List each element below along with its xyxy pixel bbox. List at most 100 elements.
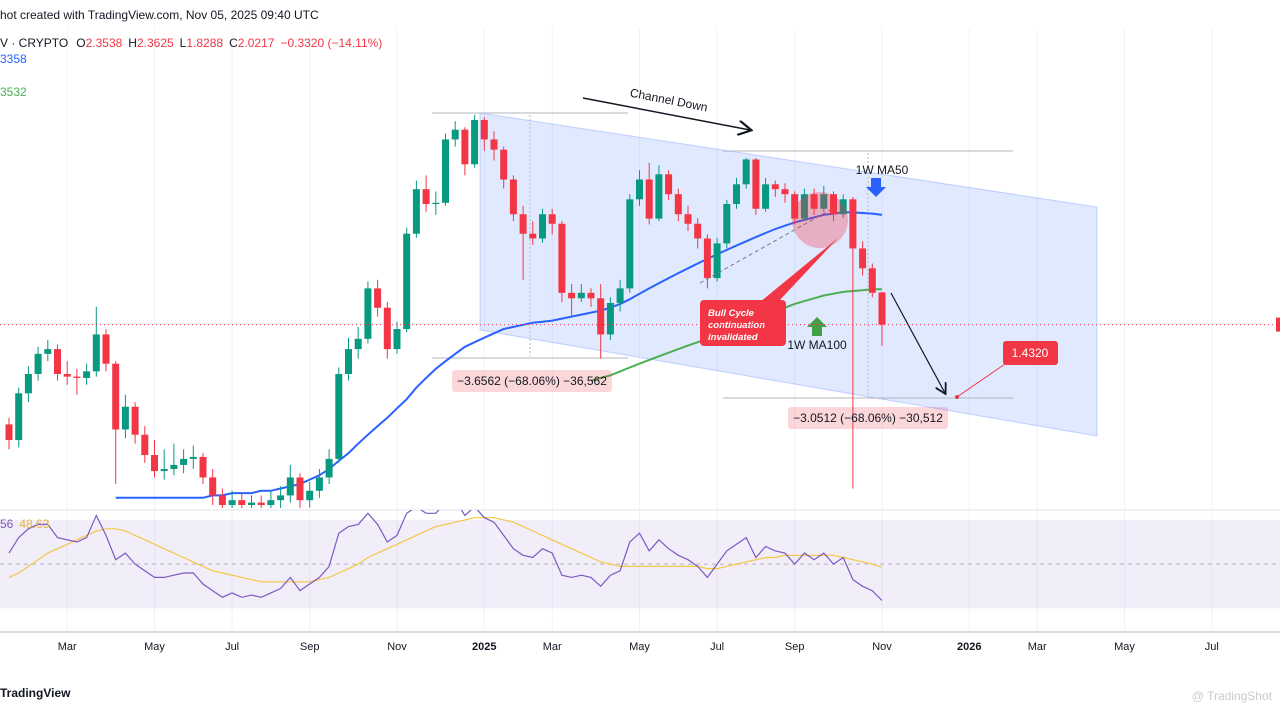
target-dot [955,395,959,399]
candle-body [859,248,867,269]
callout-box [700,300,786,346]
x-tick-label: May [144,641,165,653]
ohlc-key: L [180,36,187,50]
candle-body [539,214,546,239]
candle-body [44,349,52,354]
ma50-label: 1W MA50 [856,163,909,177]
candle-body [5,424,13,441]
candle-body [509,179,517,215]
channel-label: Channel Down [629,86,709,115]
candle-body [218,495,226,506]
candle-body [63,373,71,377]
candle-body [383,307,391,350]
candle-body [121,406,129,430]
candle-body [335,373,343,459]
candle-body [54,349,61,374]
candle-body [558,223,566,293]
x-tick-label: Mar [58,641,77,653]
x-tick-label: Mar [1028,641,1047,653]
ohlc-value: 1.8288 [186,36,223,50]
candle-body [112,363,120,430]
candle-body [810,194,818,209]
x-tick-label: Sep [785,641,805,653]
candle-body [403,233,411,329]
rsi-ma-value: 48.63 [19,517,49,531]
candle-body [315,477,323,491]
candle-body [616,288,624,303]
target-label: 1.4320 [1012,346,1049,360]
candle-body [393,328,401,350]
candle-body [286,477,294,496]
candle-body [752,159,760,209]
callout-text: Bull Cycle [708,308,755,319]
candle-body [878,292,886,325]
candle-body [800,194,808,219]
candle-body [248,502,255,506]
candle-body [199,456,207,478]
measure-label: −3.0512 (−68.06%) −30,512 [793,411,943,425]
x-tick-label: 2025 [472,641,496,653]
candle-body [606,302,614,335]
ohlc-key: H [128,36,137,50]
symbol-legend: V · CRYPTO O2.3538 H2.3625 L1.8288 C2.0217 −0… [0,36,382,50]
candle-body [180,458,188,465]
candle-body [461,129,469,165]
change-value: −0.3320 (−14.11%) [280,36,382,50]
candle-body [141,434,149,456]
highlight-circle [792,192,848,248]
candle-body [713,243,721,279]
logo: TradingView [0,686,71,700]
candle-body [820,194,828,209]
candle-body [92,334,100,372]
candle-body [267,500,275,506]
candle-body [364,288,372,339]
candle-body [471,119,479,165]
ohlc-value: 2.0217 [238,36,275,50]
symbol: V · CRYPTO [0,36,68,50]
x-tick-label: Jul [225,641,239,653]
candle-body [83,371,91,378]
candle-body [151,455,158,472]
candle-body [645,179,653,219]
callout-pointer [760,238,838,302]
x-tick-label: Jul [710,641,724,653]
ma100-label: 1W MA100 [787,338,847,352]
candle-body [519,214,527,234]
candle-body [742,159,750,185]
trend-line [699,209,831,284]
candle-body [228,500,236,506]
header-watermark: hot created with TradingView.com, Nov 05… [0,8,319,22]
candle-body [762,184,770,209]
candle-body [791,194,799,219]
candle-body [839,199,847,215]
x-tick-label: Nov [387,641,407,653]
candle-body [102,334,110,364]
candle-body [597,298,605,335]
price-marker [1276,317,1280,332]
candle-body [257,502,265,506]
watermark: @ TradingShot [1192,689,1273,703]
x-tick-label: May [1114,641,1135,653]
candle-body [655,174,663,219]
candle-body [577,292,585,299]
candle-body [587,292,595,299]
callout-text: invalidated [708,332,758,343]
candle-body [34,353,42,374]
channel-arrow [582,97,750,130]
candle-body [354,338,362,350]
candle-body [665,174,673,195]
candle-body [548,214,556,224]
candle-body [694,223,702,239]
candle-body [325,458,333,478]
candle-body [568,292,576,299]
candle-body [626,199,634,289]
rsi-ma-line [8,517,883,583]
candle-body [451,129,459,140]
candle-body [849,199,857,249]
candle-body [374,288,382,308]
candle-body [412,189,420,234]
target-box [1003,341,1058,365]
candle-body [131,406,139,435]
rsi-value: 56 [0,517,14,531]
